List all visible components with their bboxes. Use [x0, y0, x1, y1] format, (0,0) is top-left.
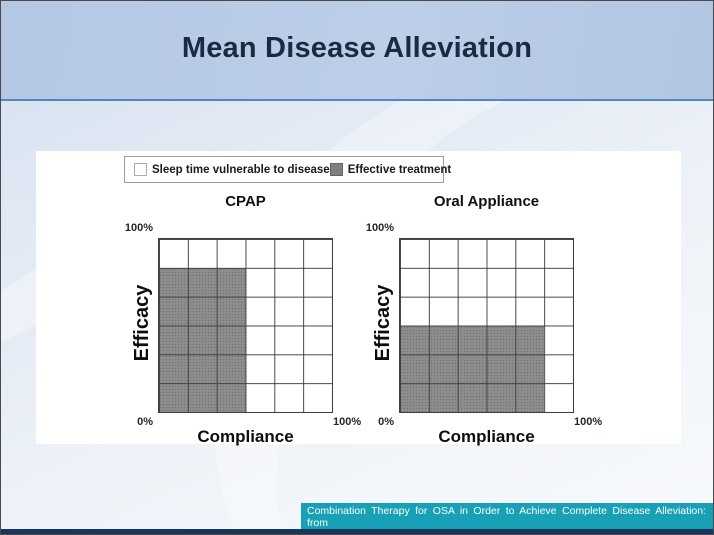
page-title: Mean Disease Alleviation	[181, 31, 533, 64]
figure-legend: Sleep time vulnerable to disease Effecti…	[124, 156, 451, 183]
x-axis-max-tick: 100%	[333, 416, 362, 428]
legend-item-vulnerable: Sleep time vulnerable to disease	[134, 163, 330, 176]
citation-box: Combination Therapy for OSA in Order to …	[301, 503, 713, 534]
legend-item-label: Sleep time vulnerable to disease	[152, 163, 330, 176]
legend-item-effective: Effective treatment	[329, 163, 452, 176]
x-axis-label: Compliance	[438, 427, 535, 446]
y-axis-max-tick: 100%	[124, 222, 153, 234]
white-square-swatch-icon	[134, 163, 147, 176]
y-axis-max-tick: 100%	[365, 222, 394, 234]
oral-appliance-plot-area	[399, 238, 574, 413]
x-axis-max-tick: 100%	[574, 416, 603, 428]
x-axis-min-tick: 0%	[137, 416, 153, 428]
chart-oral-appliance: Oral Appliance 100% Efficacy 0% 100% Com…	[346, 191, 616, 446]
chart-cpap: CPAP 100% Efficacy 0% 100% Compliance	[105, 191, 375, 446]
bottom-accent-strip	[1, 529, 713, 534]
effective-treatment-fill	[159, 267, 246, 412]
chart-title: Oral Appliance	[433, 193, 540, 210]
y-axis-label: Efficacy	[372, 284, 394, 362]
gray-square-swatch-icon	[329, 163, 343, 176]
slide-header: Mean Disease Alleviation	[1, 1, 713, 101]
cpap-plot-area	[158, 238, 333, 413]
chart-title: CPAP	[225, 193, 266, 210]
effective-treatment-fill	[400, 325, 545, 412]
figure-panel: Sleep time vulnerable to disease Effecti…	[36, 151, 681, 446]
legend-item-label: Effective treatment	[347, 163, 452, 176]
y-axis-label: Efficacy	[131, 284, 153, 362]
citation-line: Combination Therapy for OSA in Order to …	[307, 505, 706, 529]
x-axis-min-tick: 0%	[378, 416, 394, 428]
x-axis-label: Compliance	[197, 427, 294, 446]
